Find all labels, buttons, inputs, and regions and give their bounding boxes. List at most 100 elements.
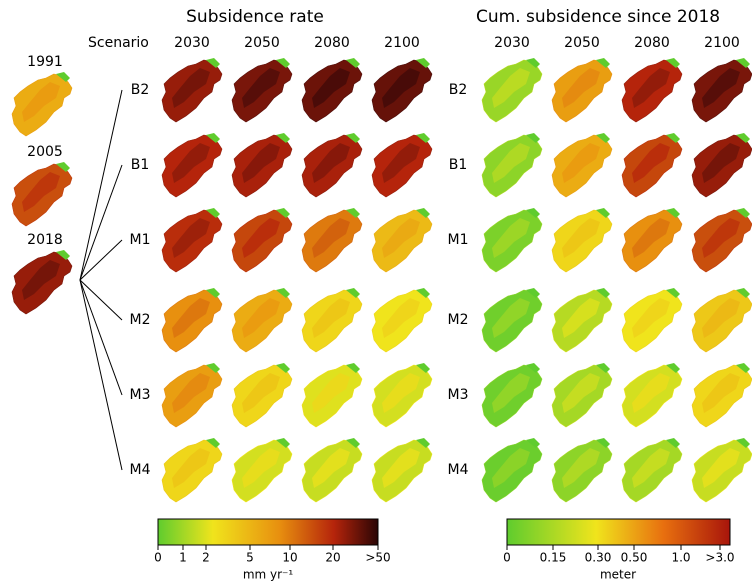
map-coast (276, 288, 290, 298)
map-coast (666, 363, 680, 373)
colorbar-tick-label: 10 (282, 551, 297, 565)
map-coast (56, 72, 70, 82)
map-shade (242, 68, 280, 108)
map-shade (172, 298, 210, 338)
map-shade (242, 298, 280, 338)
colorbar-tick-label: 0.30 (585, 551, 612, 565)
map-coast (526, 438, 540, 448)
colorbar (506, 518, 731, 546)
map-shade (632, 218, 670, 258)
colorbar-unit: mm yr⁻¹ (243, 568, 294, 582)
colorbar-tick-label: 2 (202, 551, 210, 565)
map-shade (172, 218, 210, 258)
map-coast (276, 133, 290, 143)
map-shade (242, 448, 280, 488)
map-coast (666, 133, 680, 143)
map-coast (526, 133, 540, 143)
colorbar-tick-label: 5 (246, 551, 254, 565)
colorbar-unit: meter (600, 568, 636, 582)
map-coast (736, 288, 750, 298)
tree-branch (79, 279, 123, 471)
year-label: 2050 (244, 35, 280, 51)
map-shade (242, 218, 280, 258)
colorbar-tick-label: 0.50 (621, 551, 648, 565)
map-shade (632, 298, 670, 338)
map-shade (382, 373, 420, 413)
panel-title: Subsidence rate (186, 7, 324, 27)
map-shade (22, 82, 60, 122)
scenario-label: B2 (449, 82, 468, 98)
map-shade (562, 143, 600, 183)
year-label: 2100 (704, 35, 740, 51)
map-shade (242, 143, 280, 183)
map-shade (312, 373, 350, 413)
year-label: 2050 (564, 35, 600, 51)
map-coast (666, 288, 680, 298)
map-coast (206, 133, 220, 143)
scenario-label: M2 (130, 312, 151, 328)
map-coast (736, 58, 750, 68)
map-shade (562, 448, 600, 488)
colorbar-tick-label: 1 (179, 551, 187, 565)
map-shade (382, 143, 420, 183)
scenario-label: M1 (448, 232, 469, 248)
map-coast (596, 208, 610, 218)
map-shade (702, 298, 740, 338)
map-coast (416, 363, 430, 373)
map-shade (702, 143, 740, 183)
map-shade (632, 373, 670, 413)
map-shade (492, 143, 530, 183)
map-shade (22, 172, 60, 212)
map-shade (312, 218, 350, 258)
map-shade (172, 373, 210, 413)
scenario-label: B1 (131, 157, 150, 173)
map-shade (242, 373, 280, 413)
map-shade (702, 68, 740, 108)
map-coast (596, 133, 610, 143)
map-coast (416, 288, 430, 298)
year-label: 2030 (174, 35, 210, 51)
map-coast (346, 58, 360, 68)
map-coast (276, 438, 290, 448)
scenario-label: M2 (448, 312, 469, 328)
map-shade (22, 260, 60, 300)
map-coast (736, 133, 750, 143)
scenario-label: M1 (130, 232, 151, 248)
colorbar-tick-label: 0 (503, 551, 511, 565)
map-coast (346, 438, 360, 448)
map-coast (346, 208, 360, 218)
map-coast (206, 438, 220, 448)
map-shade (172, 68, 210, 108)
map-shade (312, 143, 350, 183)
map-coast (526, 208, 540, 218)
colorbar-tick-label: 1.0 (671, 551, 690, 565)
map-shade (702, 218, 740, 258)
scenario-label: B2 (131, 82, 150, 98)
year-label: 2030 (494, 35, 530, 51)
map-shade (492, 298, 530, 338)
map-coast (526, 288, 540, 298)
map-coast (416, 438, 430, 448)
map-coast (666, 208, 680, 218)
map-coast (346, 133, 360, 143)
map-shade (632, 143, 670, 183)
map-coast (276, 208, 290, 218)
map-coast (666, 58, 680, 68)
scenario-header: Scenario (88, 35, 149, 51)
map-coast (526, 58, 540, 68)
map-coast (596, 58, 610, 68)
map-shade (312, 298, 350, 338)
colorbar-tick-label: 20 (325, 551, 340, 565)
map-coast (346, 288, 360, 298)
colorbar-tick-label: >3.0 (705, 551, 734, 565)
tree-branch (79, 279, 123, 396)
colorbar-tick-label: >50 (365, 551, 390, 565)
year-label: 2080 (634, 35, 670, 51)
scenario-label: M4 (448, 462, 469, 478)
map-shade (492, 68, 530, 108)
map-coast (206, 288, 220, 298)
map-coast (276, 363, 290, 373)
history-year: 2005 (27, 144, 63, 160)
map-shade (632, 68, 670, 108)
